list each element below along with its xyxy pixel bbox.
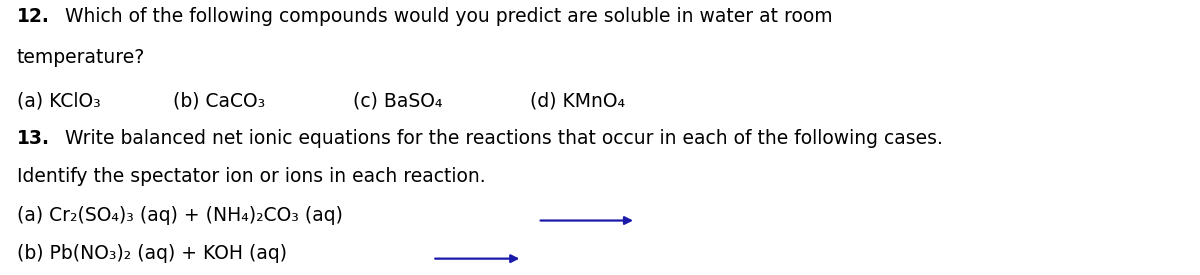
Text: (d) KMnO₄: (d) KMnO₄ (482, 91, 625, 110)
Text: 12.: 12. (17, 7, 50, 26)
Text: (a) Cr₂(SO₄)₃ (aq) + (NH₄)₂CO₃ (aq): (a) Cr₂(SO₄)₃ (aq) + (NH₄)₂CO₃ (aq) (17, 205, 343, 224)
Text: Which of the following compounds would you predict are soluble in water at room: Which of the following compounds would y… (59, 7, 833, 26)
Text: 13.: 13. (17, 129, 50, 148)
Text: (a) KClO₃: (a) KClO₃ (17, 91, 101, 110)
Text: temperature?: temperature? (17, 48, 145, 67)
Text: Write balanced net ionic equations for the reactions that occur in each of the f: Write balanced net ionic equations for t… (60, 129, 943, 148)
Text: (b) Pb(NO₃)₂ (aq) + KOH (aq): (b) Pb(NO₃)₂ (aq) + KOH (aq) (17, 244, 287, 263)
Text: (c) BaSO₄: (c) BaSO₄ (305, 91, 443, 110)
Text: (b) CaCO₃: (b) CaCO₃ (125, 91, 265, 110)
Text: Identify the spectator ion or ions in each reaction.: Identify the spectator ion or ions in ea… (17, 167, 486, 186)
